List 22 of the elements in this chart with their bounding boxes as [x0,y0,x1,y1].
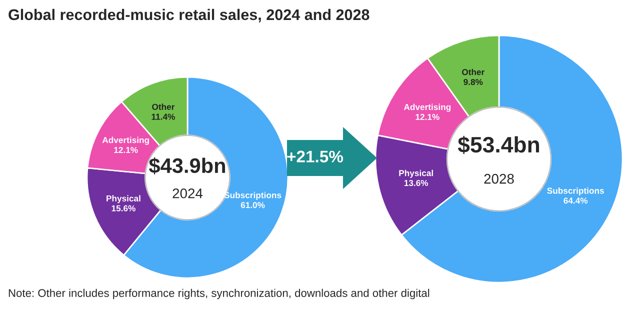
text: $53.4bn [458,136,540,154]
slice-label: Advertising [404,104,451,112]
slice-label: Subscriptions [547,187,604,196]
data-label: 64.4% [564,198,588,204]
data-label: 9.8% [464,78,483,86]
data-label: 11.4% [152,114,175,120]
data-label: 12.1% [114,146,138,154]
text: +21.5% [287,150,344,162]
data-label: 13.6% [404,180,428,186]
text: Note: Other includes performance rights, synchronization, downloads and other digital [8,288,430,300]
text: $43.9bn [148,157,226,174]
data-label: 12.1% [416,114,440,120]
slice-label: Other [462,68,484,76]
data-label: 61.0% [240,202,265,208]
chart-title: Global recorded-music retail sales, 2024 and 2028 [8,8,370,22]
data-label: 15.6% [112,205,136,212]
text: 2024 [172,188,203,198]
slice-label: Other [152,104,175,110]
text: 2028 [484,174,514,184]
slice-label: Advertising [102,136,149,145]
slice-label: Physical [399,170,433,178]
slice-label: Physical [106,195,140,204]
